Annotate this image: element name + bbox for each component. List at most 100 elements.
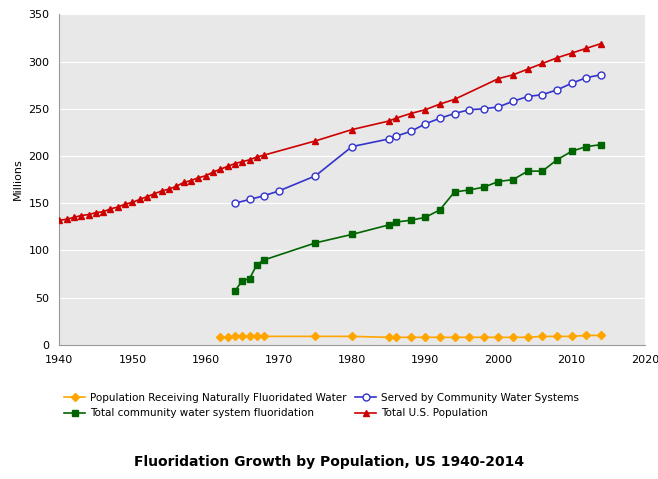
Population Receiving Naturally Fluoridated Water xyxy=(245,333,253,339)
Total community water system fluoridation xyxy=(436,207,444,213)
Served by Community Water Systems xyxy=(451,111,459,116)
Served by Community Water Systems xyxy=(407,128,415,134)
Total community water system fluoridation xyxy=(509,177,517,182)
Served by Community Water Systems xyxy=(495,104,503,110)
Population Receiving Naturally Fluoridated Water xyxy=(311,333,319,339)
Served by Community Water Systems xyxy=(553,87,561,93)
Population Receiving Naturally Fluoridated Water xyxy=(509,334,517,340)
Population Receiving Naturally Fluoridated Water xyxy=(421,334,429,340)
Population Receiving Naturally Fluoridated Water xyxy=(465,334,473,340)
Total community water system fluoridation xyxy=(451,189,459,195)
Legend: Population Receiving Naturally Fluoridated Water, Total community water system f: Population Receiving Naturally Fluoridat… xyxy=(64,393,579,418)
Served by Community Water Systems xyxy=(524,94,532,100)
Total community water system fluoridation xyxy=(597,142,605,148)
Total U.S. Population xyxy=(187,178,195,183)
Total U.S. Population xyxy=(99,209,107,215)
Total U.S. Population xyxy=(70,215,78,220)
Total U.S. Population xyxy=(114,204,122,210)
Total community water system fluoridation xyxy=(538,168,546,174)
Total U.S. Population xyxy=(107,206,114,212)
Served by Community Water Systems xyxy=(231,200,239,206)
Population Receiving Naturally Fluoridated Water xyxy=(348,333,356,339)
Total U.S. Population xyxy=(165,186,173,192)
Line: Served by Community Water Systems: Served by Community Water Systems xyxy=(232,71,605,207)
Population Receiving Naturally Fluoridated Water xyxy=(260,333,268,339)
Total U.S. Population xyxy=(143,194,151,199)
Total community water system fluoridation xyxy=(385,222,393,228)
Total community water system fluoridation xyxy=(253,262,261,267)
Total community water system fluoridation xyxy=(245,276,253,282)
Total community water system fluoridation xyxy=(311,240,319,246)
Served by Community Water Systems xyxy=(275,188,283,194)
Served by Community Water Systems xyxy=(568,80,576,86)
Population Receiving Naturally Fluoridated Water xyxy=(582,332,590,338)
Total U.S. Population xyxy=(209,169,217,175)
Population Receiving Naturally Fluoridated Water xyxy=(495,334,503,340)
Total U.S. Population xyxy=(231,160,239,166)
Population Receiving Naturally Fluoridated Water xyxy=(451,334,459,340)
Line: Total U.S. Population: Total U.S. Population xyxy=(56,40,605,224)
Total U.S. Population xyxy=(582,46,590,51)
Total U.S. Population xyxy=(245,157,253,163)
Population Receiving Naturally Fluoridated Water xyxy=(224,334,232,340)
Y-axis label: Millions: Millions xyxy=(13,159,23,201)
Total community water system fluoridation xyxy=(407,217,415,223)
Total U.S. Population xyxy=(538,61,546,67)
Total community water system fluoridation xyxy=(568,148,576,154)
Total U.S. Population xyxy=(194,175,202,181)
Total U.S. Population xyxy=(158,188,166,194)
Total U.S. Population xyxy=(421,107,429,113)
Population Receiving Naturally Fluoridated Water xyxy=(597,332,605,338)
Served by Community Water Systems xyxy=(538,92,546,98)
Line: Total community water system fluoridation: Total community water system fluoridatio… xyxy=(232,141,605,295)
Served by Community Water Systems xyxy=(392,133,400,139)
Total U.S. Population xyxy=(63,217,70,222)
Total community water system fluoridation xyxy=(231,288,239,294)
Served by Community Water Systems xyxy=(597,72,605,78)
Served by Community Water Systems xyxy=(385,136,393,142)
Served by Community Water Systems xyxy=(245,196,253,202)
Total U.S. Population xyxy=(77,213,85,218)
Population Receiving Naturally Fluoridated Water xyxy=(436,334,444,340)
Total community water system fluoridation xyxy=(582,144,590,149)
Population Receiving Naturally Fluoridated Water xyxy=(392,334,400,340)
Population Receiving Naturally Fluoridated Water xyxy=(385,334,393,340)
Served by Community Water Systems xyxy=(465,107,473,113)
Total U.S. Population xyxy=(260,152,268,158)
Total U.S. Population xyxy=(524,66,532,72)
Total U.S. Population xyxy=(597,41,605,46)
Total community water system fluoridation xyxy=(465,187,473,193)
Total U.S. Population xyxy=(407,111,415,116)
Total community water system fluoridation xyxy=(238,278,246,284)
Population Receiving Naturally Fluoridated Water xyxy=(253,333,261,339)
Served by Community Water Systems xyxy=(582,75,590,80)
Population Receiving Naturally Fluoridated Water xyxy=(216,334,224,340)
Population Receiving Naturally Fluoridated Water xyxy=(231,333,239,339)
Total U.S. Population xyxy=(451,96,459,102)
Total U.S. Population xyxy=(348,127,356,133)
Total U.S. Population xyxy=(85,212,93,217)
Total community water system fluoridation xyxy=(260,257,268,263)
Total U.S. Population xyxy=(509,72,517,78)
Total U.S. Population xyxy=(216,166,224,172)
Served by Community Water Systems xyxy=(260,193,268,199)
Served by Community Water Systems xyxy=(421,121,429,127)
Served by Community Water Systems xyxy=(311,173,319,179)
Population Receiving Naturally Fluoridated Water xyxy=(524,334,532,340)
Total U.S. Population xyxy=(201,173,209,179)
Total U.S. Population xyxy=(495,76,503,81)
Population Receiving Naturally Fluoridated Water xyxy=(238,333,246,339)
Population Receiving Naturally Fluoridated Water xyxy=(480,334,488,340)
Total U.S. Population xyxy=(553,55,561,61)
Served by Community Water Systems xyxy=(348,144,356,149)
Total U.S. Population xyxy=(253,154,261,160)
Total U.S. Population xyxy=(55,217,63,223)
Total community water system fluoridation xyxy=(495,179,503,184)
Total U.S. Population xyxy=(311,138,319,144)
Total community water system fluoridation xyxy=(392,219,400,225)
Total U.S. Population xyxy=(128,199,136,205)
Total U.S. Population xyxy=(385,118,393,124)
Total U.S. Population xyxy=(238,159,246,165)
Population Receiving Naturally Fluoridated Water xyxy=(568,333,576,339)
Total community water system fluoridation xyxy=(480,184,488,190)
